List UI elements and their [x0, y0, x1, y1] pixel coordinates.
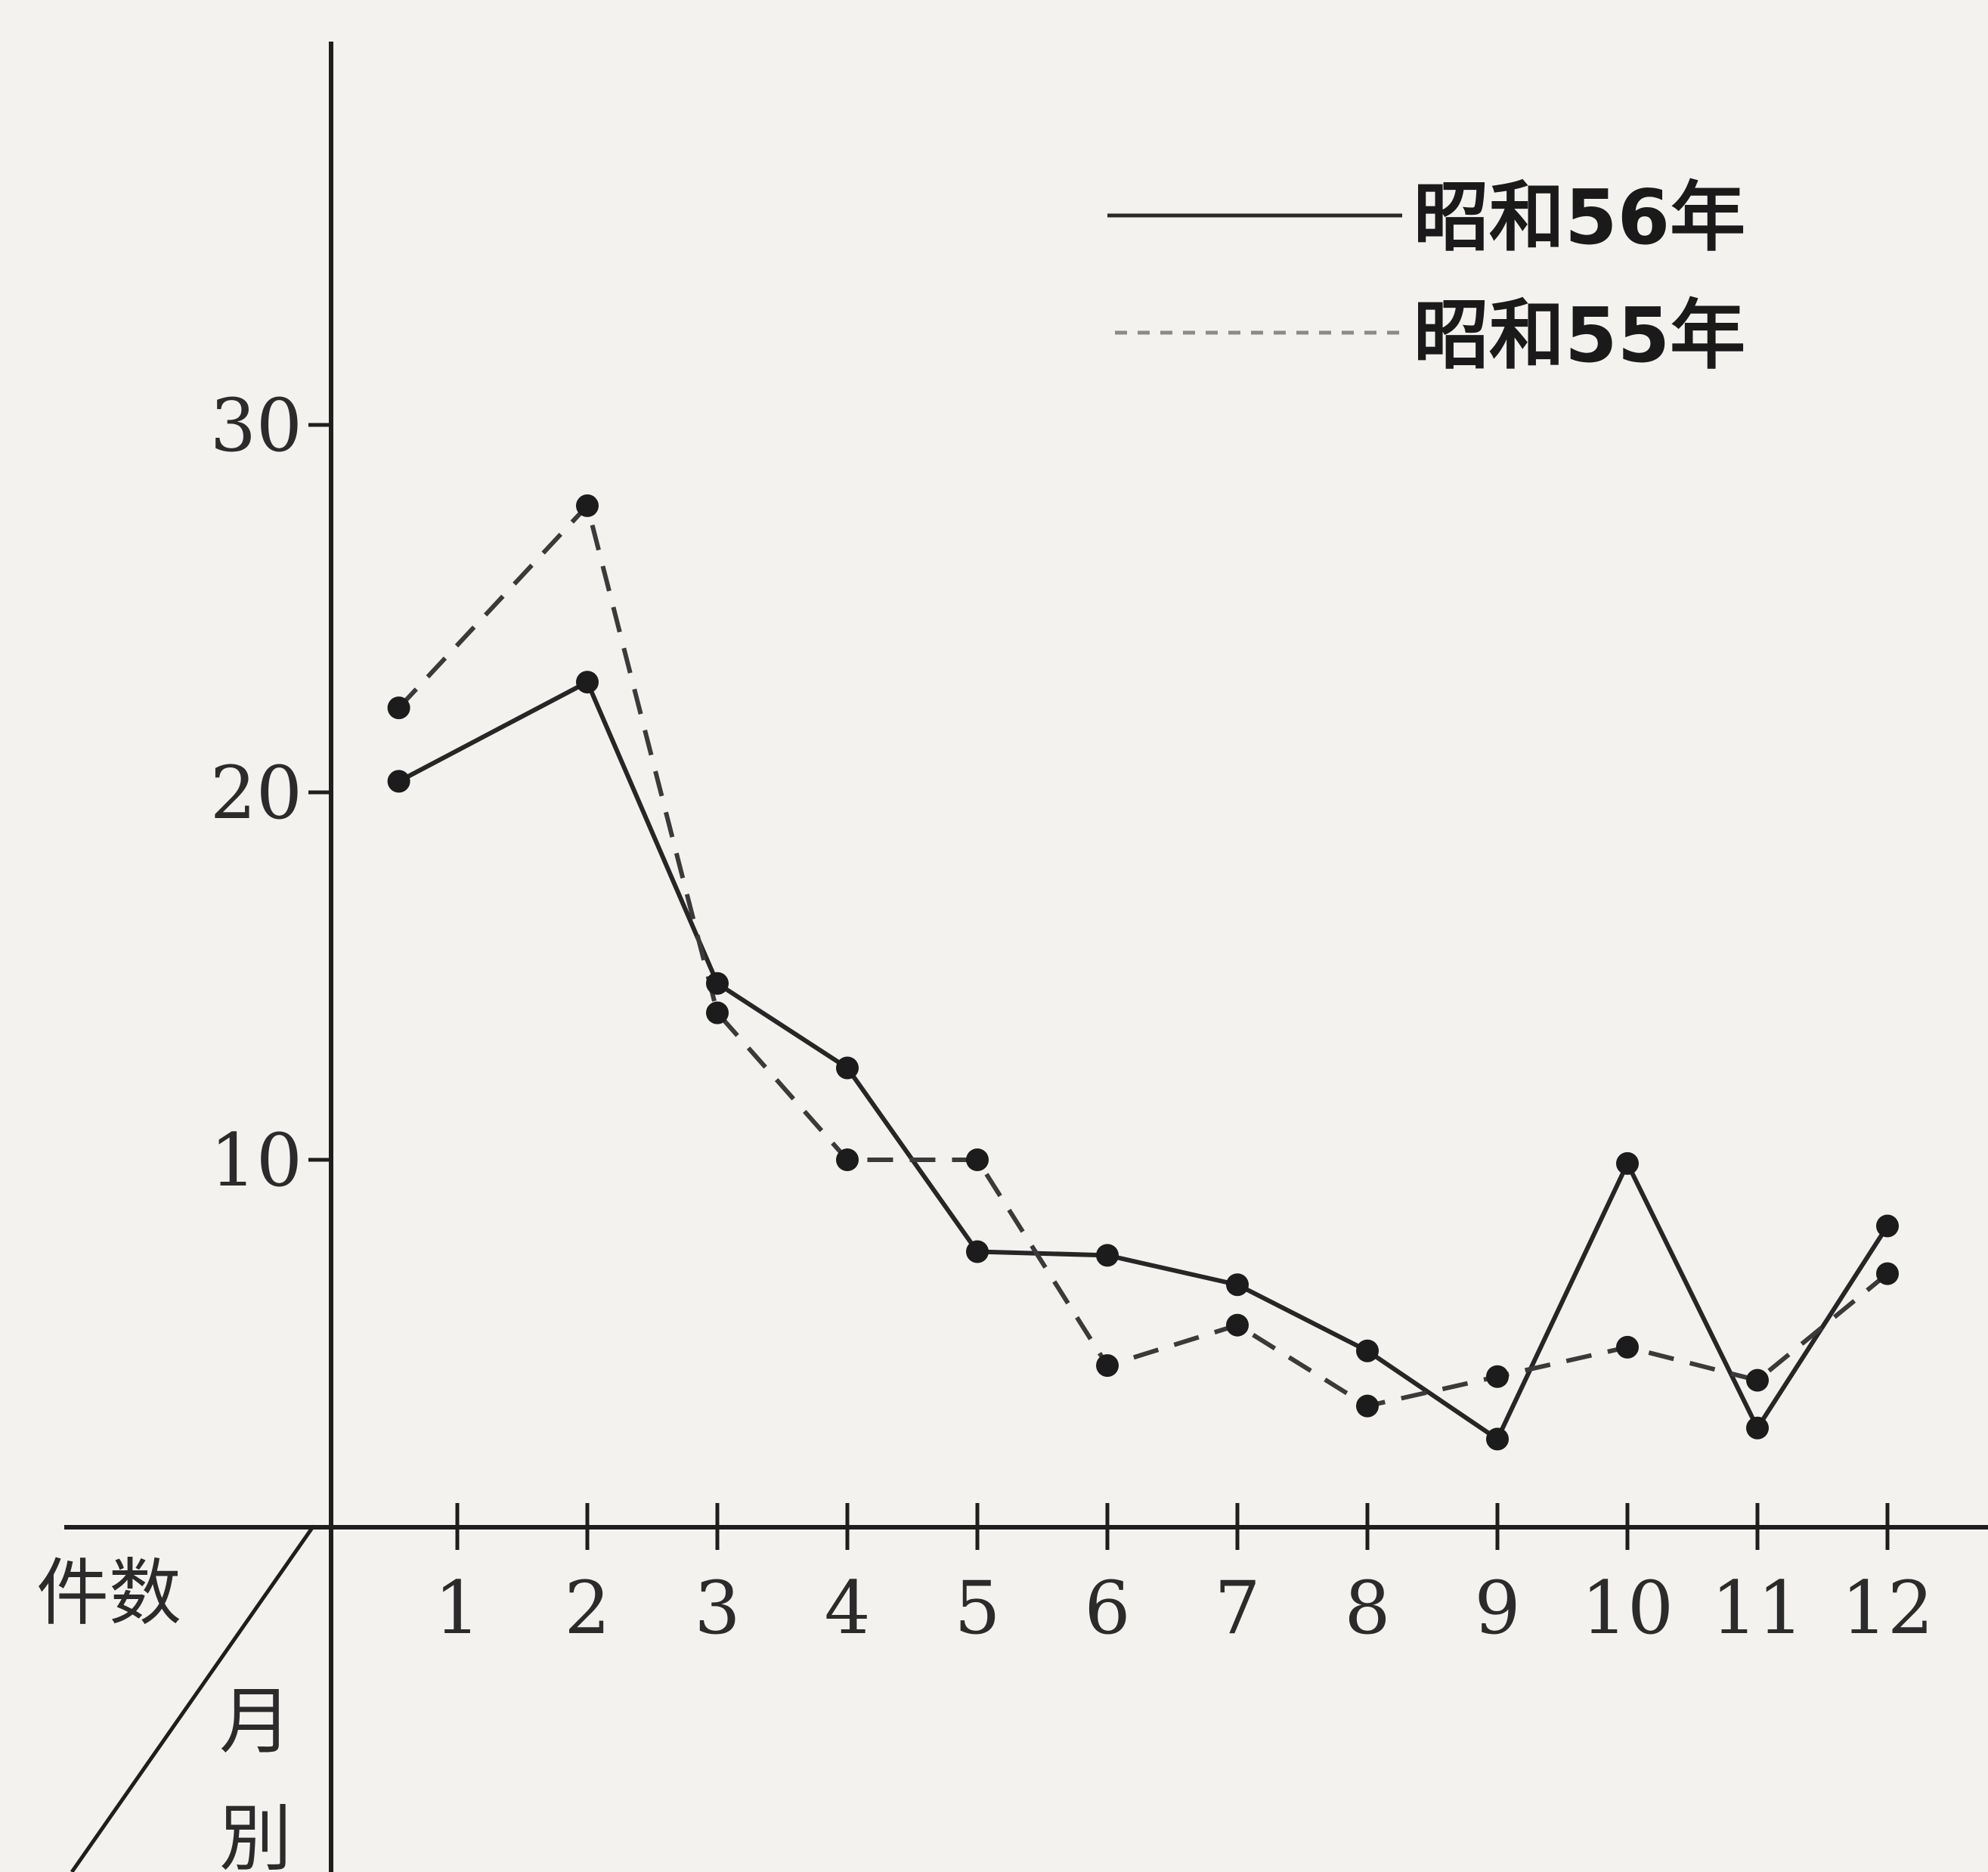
x-tick-label-2: 2 — [564, 1566, 610, 1650]
point-solid-11 — [1746, 1416, 1769, 1440]
point-solid-12 — [1876, 1214, 1899, 1238]
series-line-dashed — [397, 503, 1889, 1409]
point-dashed-9 — [1486, 1365, 1509, 1388]
x-tick-label-7: 7 — [1214, 1566, 1260, 1650]
point-dashed-3 — [706, 1001, 729, 1024]
x-tick-label-3: 3 — [694, 1566, 740, 1650]
y-axis-label: 件数 — [36, 1551, 181, 1635]
point-solid-3 — [706, 972, 729, 995]
series-points — [387, 494, 1899, 1451]
point-solid-4 — [836, 1056, 859, 1080]
x-tick-label-11: 11 — [1711, 1566, 1804, 1650]
point-solid-8 — [1356, 1339, 1379, 1362]
point-dashed-5 — [966, 1148, 989, 1171]
corner-divider — [70, 1524, 316, 1872]
x-tick-label-4: 4 — [824, 1566, 870, 1650]
x-tick-label-9: 9 — [1474, 1566, 1520, 1650]
point-solid-10 — [1616, 1151, 1639, 1175]
point-dashed-7 — [1226, 1313, 1249, 1337]
point-dashed-8 — [1356, 1394, 1379, 1418]
point-solid-5 — [966, 1240, 989, 1263]
point-dashed-2 — [576, 494, 599, 517]
x-tick-label-6: 6 — [1084, 1566, 1130, 1650]
tick-marks — [308, 423, 1890, 1550]
x-tick-label-10: 10 — [1581, 1566, 1674, 1650]
point-solid-2 — [576, 671, 599, 694]
point-solid-7 — [1226, 1273, 1249, 1297]
legend: 昭和56年 昭和55年 — [1107, 173, 1745, 380]
x-tick-label-12: 12 — [1841, 1566, 1934, 1650]
x-tick-label-5: 5 — [954, 1566, 1000, 1650]
point-dashed-1 — [387, 696, 410, 720]
point-dashed-6 — [1096, 1354, 1119, 1378]
x-axis-label-2: 別 — [219, 1796, 292, 1872]
point-solid-1 — [387, 770, 410, 793]
point-dashed-10 — [1616, 1335, 1639, 1359]
x-tick-label-8: 8 — [1344, 1566, 1390, 1650]
legend-label-solid: 昭和56年 — [1414, 173, 1745, 262]
legend-label-dashed: 昭和55年 — [1414, 291, 1745, 380]
y-tick-label-10: 10 — [210, 1118, 302, 1203]
y-tick-label-30: 30 — [210, 383, 302, 468]
x-axis-label-1: 月 — [219, 1679, 292, 1764]
point-solid-9 — [1486, 1427, 1509, 1451]
point-dashed-4 — [836, 1148, 859, 1171]
x-tick-label-1: 1 — [434, 1566, 480, 1650]
series-lines — [397, 503, 1890, 1442]
point-solid-6 — [1096, 1244, 1119, 1267]
point-dashed-11 — [1746, 1368, 1769, 1392]
point-dashed-12 — [1876, 1262, 1899, 1285]
series-line-solid — [398, 680, 1890, 1442]
y-tick-label-20: 20 — [210, 751, 302, 835]
